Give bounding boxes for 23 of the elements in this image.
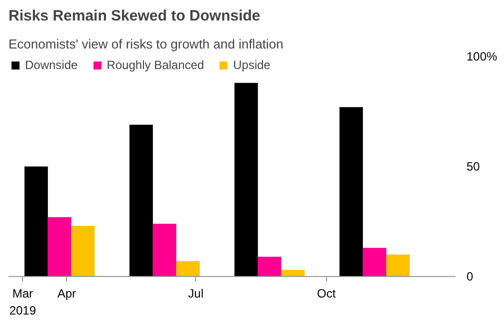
bar [362, 248, 386, 276]
bar [176, 261, 200, 276]
y-tick-label: 100% [466, 50, 498, 64]
x-tick-label: Apr [57, 286, 76, 300]
bar [234, 82, 258, 276]
chart-title: Risks Remain Skewed to Downside [8, 8, 260, 24]
x-tick-label: Oct [317, 286, 336, 300]
legend-label: Upside [233, 58, 270, 72]
bar [48, 217, 72, 276]
bar [339, 107, 363, 276]
chart-subtitle: Economists' view of risks to growth and inflation [8, 36, 284, 52]
bar [71, 226, 95, 276]
y-tick-label: 50 [466, 160, 480, 174]
bar [386, 254, 410, 276]
legend-label: Roughly Balanced [106, 58, 204, 72]
legend-label: Downside [25, 58, 78, 72]
bar [258, 256, 282, 276]
x-tick-label: Jul [188, 286, 204, 300]
bar [129, 124, 153, 276]
y-tick-label: 0 [466, 270, 474, 284]
bar [24, 166, 48, 276]
bar [152, 224, 176, 276]
x-tick-label: Mar 2019 [9, 286, 36, 318]
